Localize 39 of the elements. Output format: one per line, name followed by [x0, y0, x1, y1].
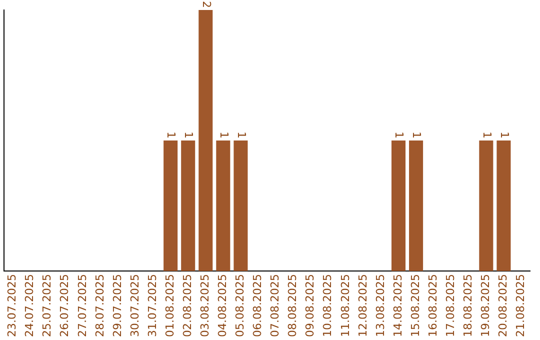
data-label: 1 [410, 132, 424, 139]
x-tick-label: 31.07.2025 [146, 274, 159, 338]
data-label: 1 [217, 132, 230, 139]
x-tick-label: 05.08.2025 [234, 274, 247, 338]
x-tick-label: 25.07.2025 [40, 274, 54, 338]
data-label: 1 [234, 132, 248, 139]
x-tick-label: 24.07.2025 [23, 274, 36, 338]
x-tick-label: 01.08.2025 [163, 274, 176, 338]
x-tick-label: 29.07.2025 [110, 274, 124, 338]
x-tick-label: 03.08.2025 [198, 274, 212, 338]
x-tick-label: 18.08.2025 [461, 274, 474, 338]
x-tick-label: 14.08.2025 [391, 274, 404, 338]
x-tick-label: 02.08.2025 [180, 274, 194, 338]
data-label: 1 [480, 132, 494, 139]
x-tick-label: 04.08.2025 [216, 274, 230, 338]
x-tick-label: 15.08.2025 [408, 274, 422, 338]
x-tick-label: 13.08.2025 [374, 274, 387, 338]
x-tick-label: 21.08.2025 [514, 274, 528, 338]
x-tick-label: 06.08.2025 [251, 274, 264, 338]
x-tick-label: 26.07.2025 [58, 274, 72, 338]
x-tick-label: 30.07.2025 [128, 274, 142, 338]
x-tick-label: 19.08.2025 [479, 274, 492, 338]
x-tick-label: 23.07.2025 [6, 274, 19, 338]
data-label: 1 [498, 132, 511, 139]
data-label: 2 [200, 1, 213, 8]
x-tick-label: 28.07.2025 [93, 274, 106, 338]
data-label: 1 [182, 132, 196, 139]
x-tick-label: 17.08.2025 [444, 274, 457, 338]
x-tick-label: 09.08.2025 [304, 274, 317, 338]
data-label: 1 [392, 132, 406, 139]
x-tick-label: 08.08.2025 [286, 274, 300, 338]
x-tick-label: 07.08.2025 [268, 274, 282, 338]
x-tick-label: 10.08.2025 [321, 274, 334, 338]
x-tick-label: 16.08.2025 [426, 274, 440, 338]
x-tick-label: 27.07.2025 [76, 274, 89, 338]
x-tick-label: 20.08.2025 [496, 274, 510, 338]
data-label: 1 [164, 132, 178, 139]
x-tick-label: 12.08.2025 [356, 274, 370, 338]
x-tick-label: 11.08.2025 [338, 274, 352, 338]
